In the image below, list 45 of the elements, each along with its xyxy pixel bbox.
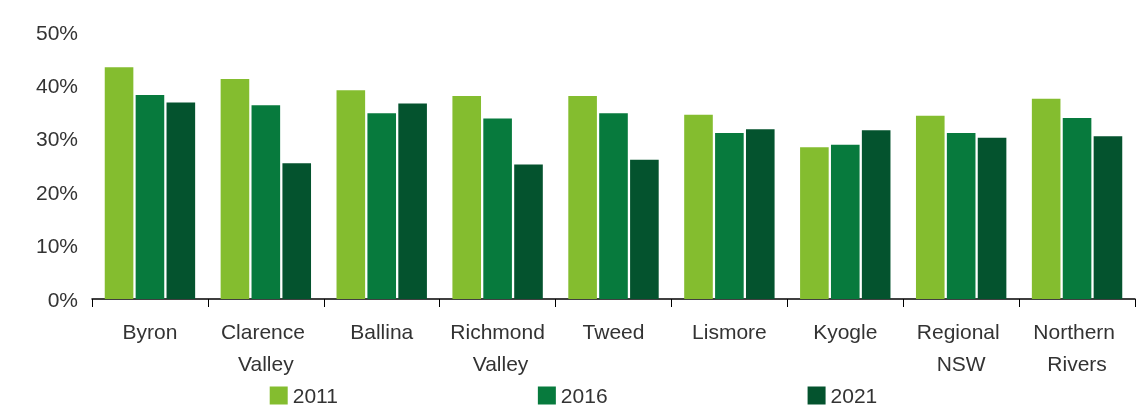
x-tick-label: Ballina — [350, 319, 414, 343]
legend-label: 2011 — [292, 384, 338, 407]
bar — [599, 113, 628, 299]
y-tick-label: 0% — [47, 287, 78, 311]
bar — [135, 95, 165, 299]
bar — [514, 164, 543, 299]
bar — [977, 137, 1007, 299]
bar — [915, 115, 945, 299]
bar — [367, 113, 397, 299]
bar — [861, 130, 891, 299]
legend-label: 2016 — [560, 384, 608, 407]
x-tick-label: Kyogle — [813, 319, 878, 343]
bar — [220, 78, 250, 299]
bar — [166, 102, 196, 299]
bar — [715, 132, 744, 299]
legend-label: 2021 — [830, 384, 878, 407]
x-tick-label: Regional NSW — [916, 319, 1006, 375]
x-tick-label: Clarence Valley — [220, 319, 311, 375]
y-tick-label: 30% — [35, 127, 78, 151]
bar — [1031, 98, 1061, 299]
bar — [568, 96, 597, 299]
x-tick-label: Tweed — [582, 319, 645, 343]
bar — [684, 114, 713, 299]
bar — [830, 144, 860, 299]
bar — [336, 90, 366, 299]
x-tick-label: Richmond Valley — [450, 319, 545, 375]
bar — [282, 163, 312, 299]
x-tick-label: Northern Rivers — [1033, 319, 1121, 375]
bar — [251, 105, 281, 299]
bar — [630, 159, 659, 299]
bar — [946, 132, 976, 299]
bar — [1062, 117, 1092, 299]
bar — [104, 67, 134, 299]
x-tick-label: Byron — [122, 319, 178, 343]
bar — [452, 96, 482, 299]
y-tick-label: 40% — [35, 73, 78, 97]
y-tick-label: 20% — [35, 180, 78, 204]
bar — [1093, 136, 1123, 299]
bar — [800, 147, 829, 299]
y-tick-label: 50% — [35, 20, 78, 44]
y-tick-label: 10% — [35, 234, 78, 258]
bar — [398, 103, 427, 299]
bar — [745, 129, 775, 299]
bar — [483, 118, 512, 299]
x-tick-label: Lismore — [692, 319, 767, 343]
